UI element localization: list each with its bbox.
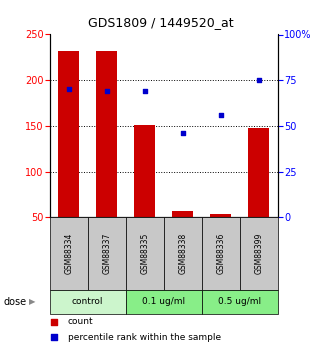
Bar: [164, 217, 202, 290]
Text: 0.5 ug/ml: 0.5 ug/ml: [218, 297, 261, 306]
Bar: [202, 290, 278, 314]
Point: [218, 112, 223, 118]
Point: [52, 319, 57, 324]
Text: ▶: ▶: [29, 297, 35, 306]
Text: control: control: [72, 297, 103, 306]
Text: dose: dose: [3, 297, 26, 307]
Point: [180, 130, 185, 136]
Point: [104, 88, 109, 94]
Bar: [126, 217, 164, 290]
Point: [66, 87, 71, 92]
Text: GSM88334: GSM88334: [64, 233, 73, 274]
Bar: [50, 217, 88, 290]
Text: GSM88337: GSM88337: [102, 233, 111, 274]
Text: GSM88336: GSM88336: [216, 233, 225, 274]
Text: count: count: [68, 317, 94, 326]
Bar: [58, 51, 79, 217]
Bar: [248, 128, 269, 217]
Point: [142, 88, 147, 94]
Text: 0.1 ug/ml: 0.1 ug/ml: [142, 297, 185, 306]
Bar: [172, 211, 193, 217]
Bar: [240, 217, 278, 290]
Bar: [88, 217, 126, 290]
Text: GDS1809 / 1449520_at: GDS1809 / 1449520_at: [88, 16, 233, 29]
Point: [52, 335, 57, 340]
Bar: [50, 290, 126, 314]
Bar: [134, 125, 155, 217]
Text: GSM88399: GSM88399: [254, 233, 263, 274]
Bar: [96, 51, 117, 217]
Text: percentile rank within the sample: percentile rank within the sample: [68, 333, 221, 342]
Bar: [210, 214, 231, 217]
Text: GSM88338: GSM88338: [178, 233, 187, 274]
Bar: [126, 290, 202, 314]
Bar: [202, 217, 240, 290]
Point: [256, 77, 261, 83]
Text: GSM88335: GSM88335: [140, 233, 149, 274]
